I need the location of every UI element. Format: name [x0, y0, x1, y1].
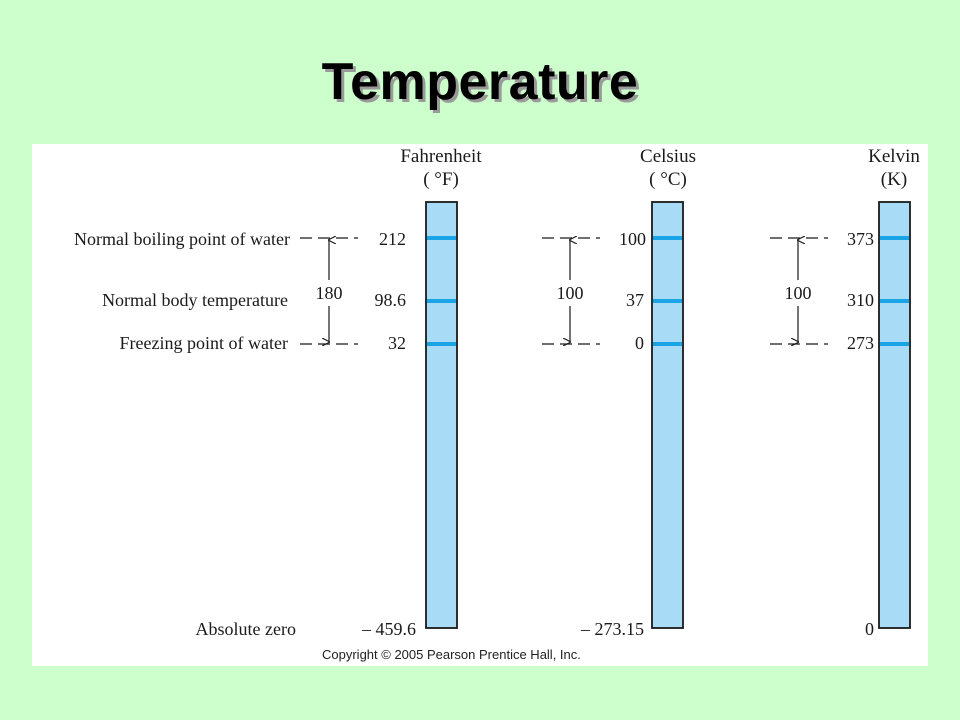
kelvin-body-value: 310 [847, 290, 874, 310]
kelvin-unit: (K) [881, 169, 907, 190]
slide-title: Temperature [321, 53, 639, 111]
body-temperature-label: Normal body temperature [102, 290, 288, 310]
fahrenheit-unit: ( °F) [423, 169, 459, 190]
fahrenheit-freezing-value: 32 [388, 333, 406, 353]
fahrenheit-absolute-zero-value: – 459.6 [361, 619, 416, 639]
absolute-zero-label: Absolute zero [196, 619, 296, 639]
kelvin-thermometer [878, 201, 911, 629]
copyright-notice: Copyright © 2005 Pearson Prentice Hall, … [322, 647, 581, 662]
celsius-boiling-value: 100 [619, 229, 646, 249]
celsius-body-value: 37 [626, 290, 644, 310]
kelvin-interval: 100 [785, 283, 812, 303]
kelvin-header: Kelvin [868, 146, 920, 167]
fahrenheit-body-value: 98.6 [375, 290, 407, 310]
fahrenheit-scale: Fahrenheit ( °F) 212 98.6 32 – 459.6 180 [300, 146, 482, 639]
celsius-unit: ( °C) [649, 169, 687, 190]
freezing-point-label: Freezing point of water [120, 333, 288, 353]
kelvin-freezing-value: 273 [847, 333, 874, 353]
celsius-interval: 100 [557, 283, 584, 303]
kelvin-boiling-value: 373 [847, 229, 874, 249]
figure-svg: Normal boiling point of water Normal bod… [74, 146, 920, 662]
celsius-absolute-zero-value: – 273.15 [580, 619, 644, 639]
kelvin-absolute-zero-value: 0 [865, 619, 874, 639]
fahrenheit-header: Fahrenheit [400, 146, 482, 167]
celsius-header: Celsius [640, 146, 696, 167]
celsius-freezing-value: 0 [635, 333, 644, 353]
fahrenheit-boiling-value: 212 [379, 229, 406, 249]
fahrenheit-thermometer [425, 201, 458, 629]
celsius-scale: Celsius ( °C) 100 37 0 – 273.15 100 [542, 146, 696, 639]
fahrenheit-interval: 180 [316, 283, 343, 303]
boiling-point-label: Normal boiling point of water [74, 229, 290, 249]
celsius-thermometer [651, 201, 684, 629]
temperature-scales-figure: Normal boiling point of water Normal bod… [32, 144, 928, 666]
kelvin-scale: Kelvin (K) 373 310 273 0 100 [770, 146, 920, 639]
